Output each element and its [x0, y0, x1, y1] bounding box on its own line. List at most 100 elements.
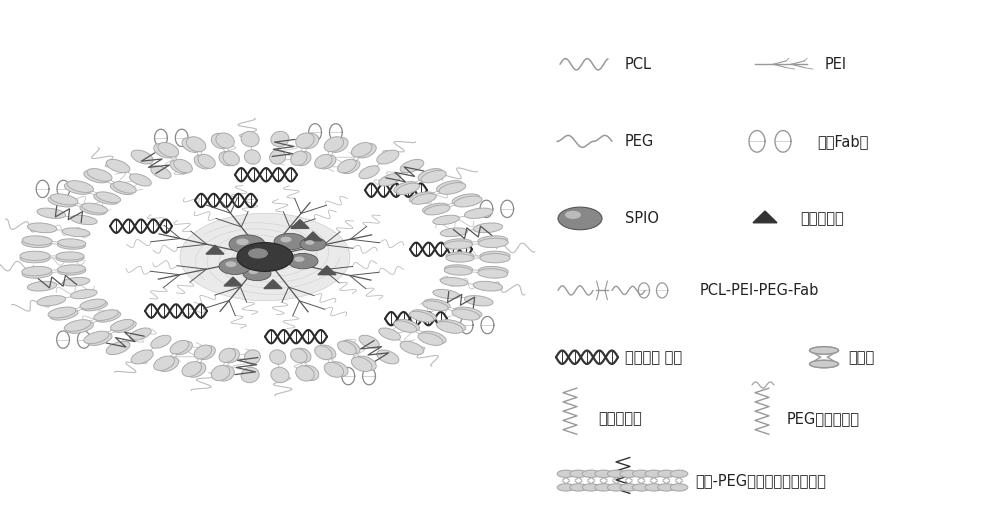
Ellipse shape	[219, 152, 236, 166]
Ellipse shape	[56, 254, 84, 262]
Ellipse shape	[22, 238, 52, 248]
Ellipse shape	[62, 278, 90, 286]
Ellipse shape	[409, 192, 434, 203]
Ellipse shape	[50, 194, 78, 205]
Ellipse shape	[445, 265, 473, 273]
Ellipse shape	[351, 142, 372, 157]
Ellipse shape	[170, 160, 189, 174]
Ellipse shape	[424, 299, 450, 309]
Ellipse shape	[244, 350, 260, 364]
Ellipse shape	[110, 183, 134, 195]
Ellipse shape	[194, 155, 212, 169]
Ellipse shape	[324, 137, 344, 152]
Ellipse shape	[174, 159, 192, 173]
Polygon shape	[753, 211, 777, 223]
Ellipse shape	[318, 155, 336, 169]
Ellipse shape	[418, 333, 443, 345]
Ellipse shape	[464, 208, 493, 218]
Ellipse shape	[70, 215, 97, 225]
Ellipse shape	[96, 311, 121, 322]
Ellipse shape	[80, 299, 106, 309]
Ellipse shape	[478, 269, 508, 278]
Ellipse shape	[50, 309, 78, 320]
Circle shape	[305, 240, 314, 245]
Ellipse shape	[440, 278, 468, 286]
Ellipse shape	[454, 196, 482, 207]
Ellipse shape	[94, 310, 118, 320]
Ellipse shape	[437, 180, 463, 192]
Text: SPIO: SPIO	[625, 211, 659, 226]
Ellipse shape	[582, 484, 600, 491]
Ellipse shape	[355, 356, 376, 371]
Ellipse shape	[444, 239, 472, 247]
Ellipse shape	[570, 470, 587, 478]
Ellipse shape	[658, 470, 675, 478]
Ellipse shape	[452, 309, 480, 320]
Ellipse shape	[58, 239, 86, 247]
Ellipse shape	[130, 174, 151, 186]
Ellipse shape	[324, 362, 344, 377]
Ellipse shape	[37, 208, 66, 218]
Ellipse shape	[80, 205, 106, 215]
Text: PCL-PEI-PEG-Fab: PCL-PEI-PEG-Fab	[700, 283, 819, 298]
Ellipse shape	[412, 310, 436, 320]
Ellipse shape	[595, 470, 612, 478]
Ellipse shape	[110, 319, 134, 331]
Polygon shape	[291, 219, 309, 228]
Ellipse shape	[94, 194, 118, 204]
Circle shape	[225, 261, 237, 267]
Ellipse shape	[400, 159, 424, 173]
Ellipse shape	[271, 132, 289, 146]
Text: 基因药物 核酸: 基因药物 核酸	[625, 350, 682, 365]
Ellipse shape	[22, 236, 52, 245]
Text: 多肽-PEG修饰的脂质双分子膜: 多肽-PEG修饰的脂质双分子膜	[695, 473, 826, 488]
Ellipse shape	[409, 311, 434, 322]
Ellipse shape	[22, 266, 52, 276]
Ellipse shape	[645, 470, 663, 478]
Circle shape	[264, 253, 290, 266]
Ellipse shape	[620, 470, 638, 478]
Ellipse shape	[439, 182, 466, 194]
Ellipse shape	[810, 347, 838, 354]
Ellipse shape	[151, 335, 171, 348]
Text: 小分子药物: 小分子药物	[800, 211, 844, 226]
Ellipse shape	[454, 307, 482, 318]
Circle shape	[219, 258, 251, 274]
Ellipse shape	[478, 266, 508, 276]
Text: PEI: PEI	[825, 57, 847, 72]
Ellipse shape	[300, 134, 319, 149]
Ellipse shape	[154, 356, 175, 371]
Ellipse shape	[437, 322, 463, 334]
Ellipse shape	[377, 350, 399, 364]
Ellipse shape	[433, 215, 460, 225]
Ellipse shape	[56, 252, 84, 260]
Ellipse shape	[241, 132, 259, 146]
Ellipse shape	[182, 137, 202, 152]
Ellipse shape	[113, 321, 136, 333]
Ellipse shape	[421, 331, 446, 344]
Ellipse shape	[440, 228, 468, 236]
Ellipse shape	[478, 238, 508, 248]
Ellipse shape	[607, 484, 625, 491]
Ellipse shape	[113, 181, 136, 193]
Ellipse shape	[396, 183, 420, 195]
Ellipse shape	[400, 341, 424, 355]
Text: 抗体Fab段: 抗体Fab段	[817, 134, 868, 149]
Text: 脂质体: 脂质体	[848, 350, 874, 365]
Ellipse shape	[294, 152, 311, 166]
Ellipse shape	[338, 159, 356, 173]
Ellipse shape	[595, 484, 612, 491]
Ellipse shape	[48, 307, 76, 318]
Ellipse shape	[154, 143, 175, 158]
Ellipse shape	[446, 252, 474, 260]
Ellipse shape	[270, 350, 286, 364]
Ellipse shape	[300, 365, 319, 380]
Ellipse shape	[170, 340, 189, 354]
Ellipse shape	[328, 137, 348, 152]
Circle shape	[236, 238, 249, 245]
Ellipse shape	[87, 169, 112, 181]
Circle shape	[229, 235, 265, 253]
Ellipse shape	[418, 169, 443, 181]
Ellipse shape	[194, 345, 212, 359]
Ellipse shape	[433, 289, 460, 299]
